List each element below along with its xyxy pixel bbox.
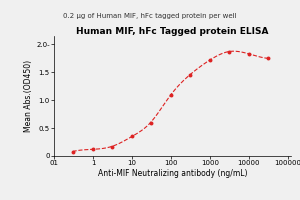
Point bbox=[109, 145, 114, 148]
Text: 0.2 μg of Human MIF, hFc tagged protein per well: 0.2 μg of Human MIF, hFc tagged protein … bbox=[63, 13, 237, 19]
Point bbox=[226, 50, 231, 53]
X-axis label: Anti-MIF Neutralizing antibody (ng/mL): Anti-MIF Neutralizing antibody (ng/mL) bbox=[98, 169, 247, 178]
Point bbox=[265, 57, 270, 60]
Point bbox=[130, 135, 134, 138]
Point bbox=[247, 52, 251, 55]
Y-axis label: Mean Abs.(OD450): Mean Abs.(OD450) bbox=[24, 60, 33, 132]
Point bbox=[187, 73, 192, 77]
Point bbox=[70, 150, 75, 153]
Point bbox=[148, 121, 153, 124]
Point bbox=[169, 93, 173, 96]
Point bbox=[91, 148, 95, 151]
Point bbox=[208, 58, 212, 62]
Title: Human MIF, hFc Tagged protein ELISA: Human MIF, hFc Tagged protein ELISA bbox=[76, 27, 269, 36]
